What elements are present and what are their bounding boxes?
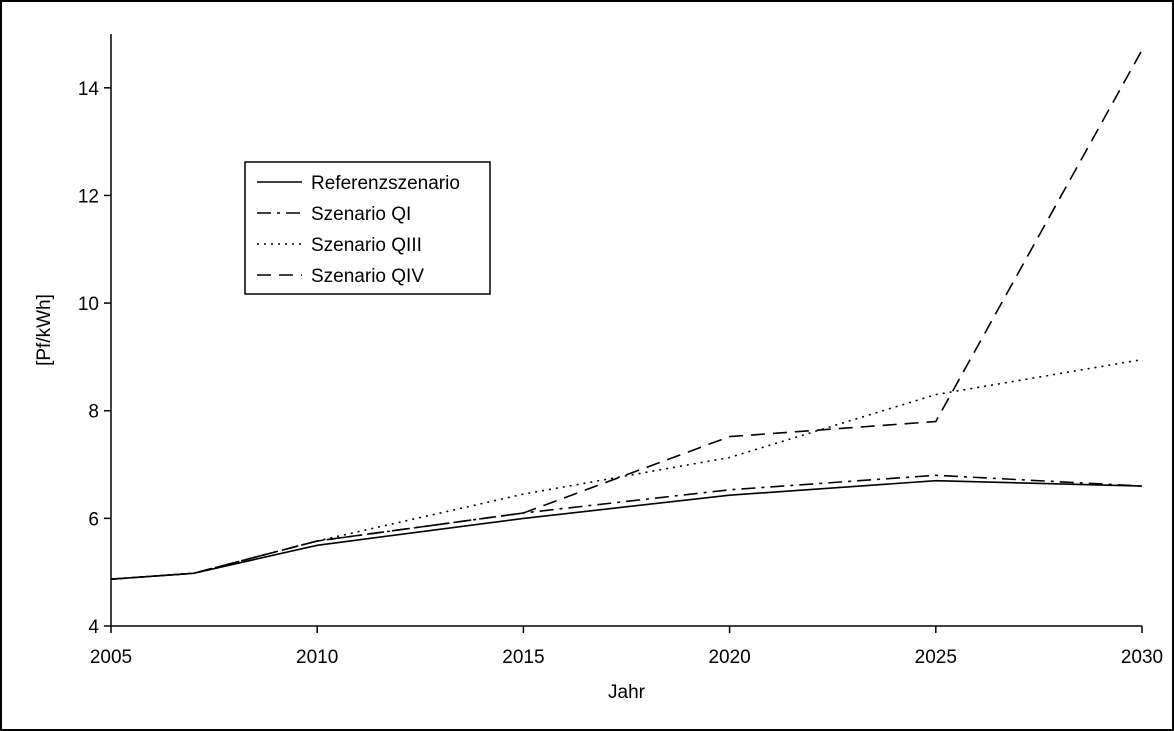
series-lines — [110, 49, 1143, 580]
series-line-2 — [110, 474, 1143, 580]
y-tick-label: 14 — [78, 79, 100, 100]
y-ticks: 4 6 8 10 12 14 — [78, 79, 111, 638]
y-tick-label: 10 — [78, 294, 99, 315]
x-tick-label: 2005 — [90, 647, 132, 668]
series-line-3 — [110, 358, 1143, 580]
legend-box — [244, 161, 491, 295]
x-ticks: 2005 2010 2015 2020 2025 2030 — [90, 626, 1163, 668]
y-axis-title: [Pf/kWh] — [34, 294, 55, 366]
x-tick-label: 2010 — [296, 647, 338, 668]
y-tick-label: 4 — [88, 617, 99, 638]
legend-label: Referenzszenario — [311, 173, 460, 194]
y-tick-label: 8 — [88, 402, 99, 423]
y-tick-label: 6 — [88, 509, 99, 530]
x-tick-label: 2015 — [502, 647, 544, 668]
series-line-1 — [110, 479, 1143, 580]
x-axis-title: Jahr — [608, 682, 646, 703]
plot-area: 2005 2010 2015 2020 2025 2030 4 6 8 10 12 14 — [78, 34, 1163, 668]
x-tick-label: 2020 — [708, 647, 750, 668]
legend-label: Szenario QIV — [311, 266, 424, 287]
y-tick-label: 12 — [78, 186, 99, 207]
legend-items: Referenzszenario Szenario QI Szenario QIII… — [257, 173, 460, 287]
series-line-4 — [110, 49, 1143, 580]
x-tick-label: 2030 — [1121, 647, 1163, 668]
legend-label: Szenario QI — [311, 204, 411, 225]
legend: Referenzszenario Szenario QI Szenario QIII… — [244, 161, 491, 295]
legend-label: Szenario QIII — [311, 235, 422, 256]
x-tick-label: 2025 — [915, 647, 957, 668]
